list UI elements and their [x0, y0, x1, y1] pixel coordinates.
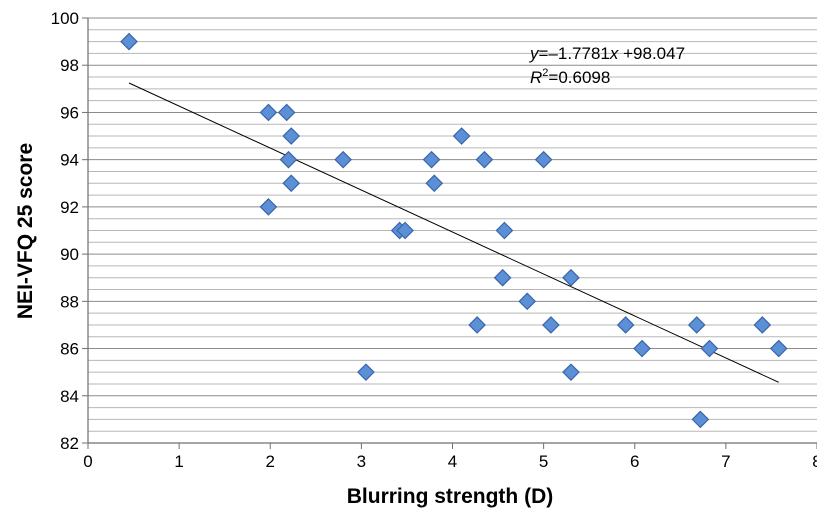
y-tick-label: 90	[60, 245, 79, 264]
data-point	[542, 316, 560, 334]
data-point	[259, 198, 278, 216]
data-point	[279, 150, 298, 169]
y-tick-label: 100	[51, 9, 79, 28]
eq-slope: =–1.7781	[539, 44, 610, 63]
data-point	[633, 339, 651, 358]
x-tick-label: 0	[83, 452, 92, 471]
data-point	[493, 268, 512, 287]
data-point	[422, 150, 441, 169]
x-tick-label: 8	[812, 452, 817, 471]
data-point	[475, 150, 494, 169]
data-point	[687, 316, 706, 334]
data-point	[452, 127, 471, 145]
major-gridlines	[88, 17, 817, 444]
r-squared: R2=0.6098	[530, 67, 610, 87]
trendline	[128, 82, 779, 383]
x-tick-label: 2	[266, 452, 275, 471]
data-point	[616, 316, 635, 334]
data-point	[700, 339, 719, 358]
data-point	[357, 363, 375, 382]
data-point	[277, 103, 296, 122]
x-tick-label: 4	[448, 452, 457, 471]
axes	[82, 17, 817, 449]
x-axis-title: Blurring strength (D)	[347, 485, 553, 508]
y-tick-label: 92	[60, 198, 79, 217]
data-point	[120, 32, 138, 51]
y-tick-label: 86	[60, 340, 79, 359]
y-tick-label: 98	[60, 56, 79, 75]
x-tick-label: 3	[357, 452, 366, 471]
data-point	[259, 103, 278, 122]
y-tick-label: 84	[60, 387, 79, 406]
y-tick-label: 94	[60, 151, 79, 170]
y-tick-label: 82	[60, 434, 79, 453]
data-point	[425, 174, 444, 193]
data-point	[396, 221, 414, 240]
r2-r: R	[530, 68, 542, 87]
data-point	[753, 316, 772, 334]
y-tick-labels: 82 84 86 88 90 92 94 96 98 100	[51, 9, 79, 453]
data-point	[468, 316, 486, 334]
eq-x: x	[609, 44, 619, 63]
data-point	[562, 268, 580, 287]
trendline-equation: y=–1.7781x +98.047	[529, 44, 685, 63]
data-point	[534, 150, 553, 169]
data-point	[691, 410, 710, 429]
data-point	[495, 221, 514, 240]
data-point	[334, 150, 352, 169]
trendline-group	[128, 82, 779, 383]
x-tick-label: 6	[630, 452, 639, 471]
minor-gridlines	[88, 29, 817, 432]
data-point	[562, 363, 580, 382]
data-point	[282, 174, 301, 193]
r2-value: =0.6098	[548, 68, 610, 87]
data-points	[120, 32, 788, 429]
y-tick-label: 88	[60, 292, 79, 311]
x-tick-label: 1	[174, 452, 183, 471]
data-point	[518, 292, 537, 311]
y-tick-label: 96	[60, 103, 79, 122]
x-tick-label: 5	[539, 452, 548, 471]
eq-intercept: +98.047	[618, 44, 685, 63]
y-axis-title: NEI-VFQ 25 score	[14, 143, 37, 319]
r2-superscript: 2	[542, 67, 548, 79]
x-tick-label: 7	[721, 452, 730, 471]
eq-y: y	[529, 44, 540, 63]
data-point	[769, 339, 788, 358]
data-point	[282, 127, 301, 145]
x-tick-labels: 0 1 2 3 4 5 6 7 8	[83, 452, 817, 471]
